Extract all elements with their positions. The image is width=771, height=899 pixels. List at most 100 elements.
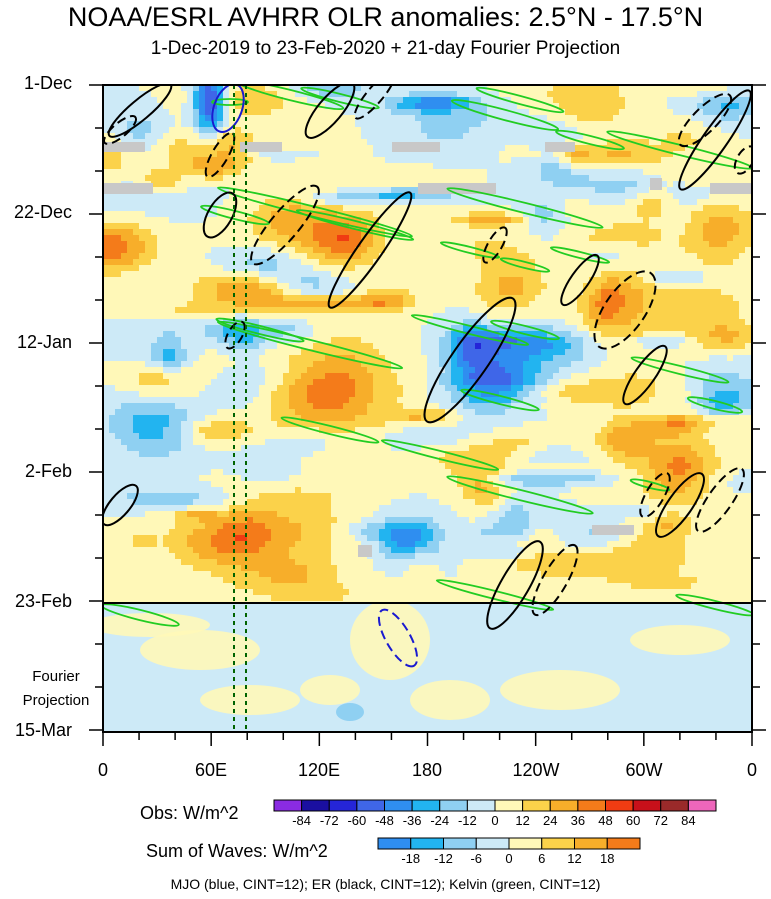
colorbar-swatch — [577, 799, 606, 812]
er-wave-contour — [327, 191, 413, 309]
colorbar-swatch — [377, 837, 412, 850]
kelvin-wave-contour — [439, 241, 501, 259]
colorbar-swatch — [541, 837, 575, 850]
colorbar-tick-label: 36 — [570, 813, 586, 828]
er-wave-contour — [202, 191, 238, 239]
projection-label-1: Fourier — [32, 668, 80, 685]
x-tick-label: 120W — [512, 760, 560, 780]
er-wave-contour — [103, 115, 137, 145]
kelvin-wave-contour — [211, 98, 249, 106]
y-tick-label: 2-Feb — [24, 461, 72, 481]
kelvin-wave-contour — [216, 320, 404, 370]
y-tick-label: 22-Dec — [13, 202, 72, 222]
colorbar-swatch — [574, 837, 608, 850]
er-wave-contour — [353, 85, 397, 120]
kelvin-wave-contour — [380, 439, 500, 471]
colorbar-tick-label: 12 — [515, 813, 530, 828]
kelvin-wave-contour — [215, 317, 305, 343]
colorbar-tick-label: 48 — [598, 813, 613, 828]
colorbar-swatch — [273, 799, 303, 812]
colorbar-tick-label: 12 — [567, 851, 582, 866]
kelvin-wave-contour — [103, 603, 180, 627]
kelvin-wave-contour — [200, 204, 270, 226]
er-wave-contour — [204, 131, 236, 179]
projection-anomaly-patch — [410, 680, 490, 720]
mjo-wave-contour — [211, 85, 245, 133]
colorbar-swatch — [549, 799, 579, 812]
colorbar-swatch — [328, 799, 358, 812]
kelvin-wave-contour — [410, 314, 530, 346]
legend-text: MJO (blue, CINT=12); ER (black, CINT=12)… — [170, 876, 601, 892]
colorbar-swatch — [687, 799, 717, 812]
colorbar-swatch — [606, 837, 641, 850]
colorbar-swatch — [522, 799, 551, 812]
colorbar-swatch — [443, 837, 477, 850]
kelvin-wave-contour — [235, 85, 345, 111]
kelvin-wave-contour — [499, 257, 551, 273]
colorbar-swatch — [660, 799, 689, 812]
kelvin-wave-contour — [549, 246, 611, 264]
er-wave-contour — [695, 467, 745, 533]
er-wave-contour — [678, 89, 752, 191]
er-wave-contour — [639, 471, 671, 519]
colorbar-swatch — [384, 799, 413, 812]
kelvin-wave-contour — [675, 593, 752, 617]
missing-data-patch — [103, 183, 153, 194]
x-tick-label: 120E — [297, 760, 341, 780]
kelvin-wave-contour — [460, 388, 540, 412]
colorbar-tick-label: -72 — [319, 813, 339, 828]
kelvin-wave-contour — [300, 86, 380, 110]
colorbar-tick-label: -48 — [375, 813, 394, 828]
missing-data-patch — [650, 178, 662, 190]
y-tick-label: 1-Dec — [23, 73, 72, 93]
colorbar-swatch — [494, 799, 524, 812]
colorbar-tick-label: 24 — [543, 813, 558, 828]
mjo-wave-contour — [377, 608, 419, 668]
missing-data-patch — [545, 142, 575, 152]
projection-anomaly-patch — [630, 625, 730, 655]
colorbar-tick-label: -84 — [292, 813, 312, 828]
kelvin-wave-contour — [446, 187, 604, 229]
y-tick-label: 23-Feb — [14, 591, 72, 611]
projection-anomaly-patch — [350, 600, 430, 680]
projection-anomaly-patch — [200, 685, 300, 715]
colorbar-tick-label: -60 — [347, 813, 367, 828]
missing-data-patch — [240, 142, 282, 152]
kelvin-wave-contour — [280, 416, 380, 444]
colorbar-swatch — [410, 837, 444, 850]
x-tick-label: 60W — [625, 760, 663, 780]
missing-data-patch — [592, 525, 634, 535]
kelvin-wave-contour — [555, 129, 625, 151]
kelvin-wave-contour — [630, 356, 730, 384]
er-wave-contour — [423, 296, 517, 424]
kelvin-wave-contour — [446, 475, 594, 515]
x-tick-label: 0 — [97, 760, 109, 780]
obs-colorbar-title: Obs: W/m^2 — [140, 803, 239, 823]
er-wave-contour — [224, 320, 246, 350]
waves-colorbar-title: Sum of Waves: W/m^2 — [146, 841, 328, 861]
colorbar-swatch — [301, 799, 330, 812]
projection-anomaly-patch — [103, 613, 210, 637]
kelvin-wave-contour — [450, 99, 560, 131]
x-tick-label: 0 — [746, 760, 758, 780]
colorbar-tick-label: 0 — [491, 813, 499, 828]
colorbar-tick-label: 72 — [653, 813, 668, 828]
colorbar-tick-label: 84 — [681, 813, 696, 828]
missing-data-patch — [358, 545, 372, 557]
colorbar-swatch — [605, 799, 634, 812]
colorbar-tick-label: 60 — [625, 813, 641, 828]
colorbar-tick-label: -12 — [434, 851, 453, 866]
colorbar-tick-label: 18 — [600, 851, 615, 866]
er-wave-contour — [593, 270, 657, 350]
colorbar-tick-label: -18 — [401, 851, 421, 866]
projection-anomaly-patch — [300, 675, 360, 705]
plot-frame — [89, 84, 766, 746]
er-wave-contour — [482, 226, 508, 264]
kelvin-wave-contour — [295, 209, 415, 241]
colorbar-tick-label: -12 — [457, 813, 477, 828]
colorbar-tick-label: -36 — [402, 813, 422, 828]
er-wave-contour — [622, 344, 668, 406]
kelvin-wave-contour — [475, 86, 565, 114]
er-wave-contour — [486, 540, 544, 630]
